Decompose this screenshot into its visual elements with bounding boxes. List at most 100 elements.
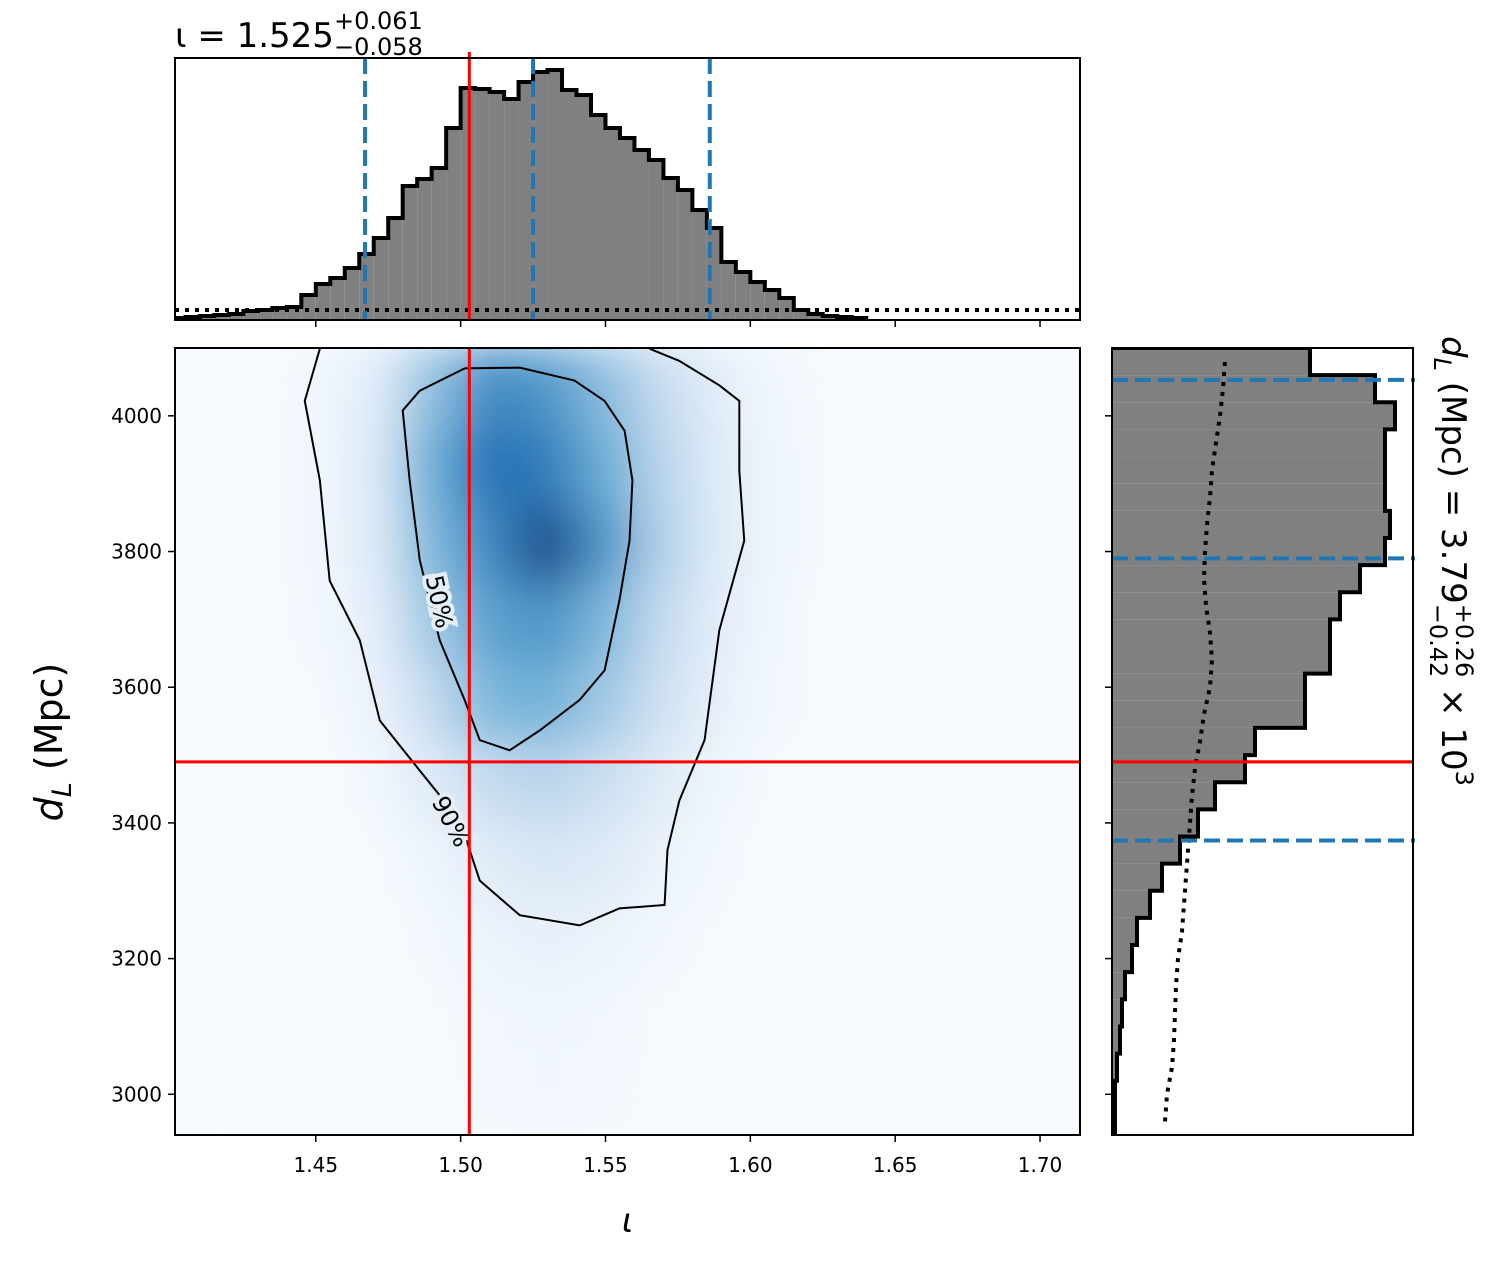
heatmap-cell [228,1055,288,1135]
bar [431,168,447,320]
heatmap-cell [923,504,983,585]
heatmap-cell [286,426,346,506]
heatmap-cell [402,977,462,1057]
bar [619,138,635,320]
heatmap-cell [633,898,693,979]
bar [663,178,678,320]
bar [721,262,736,320]
histogram-outline [1112,348,1397,1135]
bar [648,160,664,320]
axis-label: dL (Mpc) = 3.79+0.26−0.42 × 103 [1424,336,1478,786]
bar [446,128,461,320]
bar [750,282,765,320]
heatmap-cell [518,504,578,585]
heatmap-cell [1039,741,1080,821]
heatmap-cell [518,348,578,428]
heatmap-cell [633,662,693,742]
heatmap-cell [402,348,462,428]
heatmap-cell [633,348,693,428]
heatmap-cell [1039,977,1080,1057]
histogram [1112,348,1397,1135]
heatmap-cell [1039,819,1080,900]
bar [1112,402,1395,430]
heatmap-cell [865,504,925,585]
heatmap-cell [981,819,1041,900]
bar [475,89,490,320]
label-unit: (Mpc) [27,663,71,783]
heatmap-cell [633,426,693,506]
heatmap-cell [175,819,230,900]
heatmap-cell [865,583,925,664]
bar [1112,537,1385,566]
heatmap-cell [923,977,983,1057]
y-axis-label: dL (Mpc) [27,663,78,822]
heatmap-cell [865,1055,925,1135]
heatmap-cell [344,504,404,585]
heatmap-cell [923,741,983,821]
bar [1112,700,1305,728]
title-lower: −0.058 [334,33,423,61]
heatmap-cell [807,977,867,1057]
y-tick-label: 3600 [111,675,162,699]
heatmap-cell [286,898,346,979]
bar [1112,917,1137,946]
bar [402,186,418,320]
heatmap-cell [402,1055,462,1135]
bar [1112,510,1390,538]
heatmap-cell [286,504,346,585]
heatmap-cell [749,977,809,1057]
heatmap-cell [749,1055,809,1135]
heatmap-cell [1039,898,1080,979]
heatmap-cell [981,977,1041,1057]
axes-frame [1111,347,1414,1136]
heatmap-cell [923,583,983,664]
bar [1112,619,1330,647]
heatmap-cell [228,583,288,664]
heatmap-cell [749,741,809,821]
heatmap-cell [691,1055,751,1135]
heatmap-cell [923,898,983,979]
heatmap-cell [865,662,925,742]
title-upper: +0.061 [334,7,423,35]
heatmap-cell [865,898,925,979]
heatmap-cell [923,662,983,742]
bar [1112,565,1360,593]
heatmap-cell [1039,348,1080,428]
bar [243,311,258,320]
bar [330,278,345,320]
heatmap-cell [344,741,404,821]
heatmap-cell [518,1055,578,1135]
bar [808,314,823,320]
heatmap-cell [518,583,578,664]
heatmap-cell [518,741,578,821]
heatmap-cell [691,819,751,900]
heatmap-cells [175,348,1080,1135]
bar [388,218,403,320]
x-tick-label: 1.65 [873,1153,918,1177]
heatmap-cell [344,977,404,1057]
bar [1112,999,1122,1027]
bar [1112,483,1385,511]
contour [401,366,634,752]
heatmap-cell [344,662,404,742]
heatmap-cell [807,504,867,585]
heatmap-cell [691,741,751,821]
heatmap-cell [402,741,462,821]
bar [1112,375,1375,403]
bar [562,90,577,320]
heatmap-cell [402,583,462,664]
y-tick-label: 3000 [111,1082,162,1106]
bar [634,150,649,320]
bar [1112,1026,1120,1054]
heatmap-cell [1039,1055,1080,1135]
heatmap-cell [402,504,462,585]
label-lower: −0.42 [1424,604,1452,678]
bar [257,310,273,320]
heatmap-cell [633,1055,693,1135]
heatmap-cell [228,819,288,900]
bar [504,99,519,320]
heatmap-cell [807,583,867,664]
heatmap-cell [576,662,635,742]
label-factor: × 10 [1433,677,1473,770]
